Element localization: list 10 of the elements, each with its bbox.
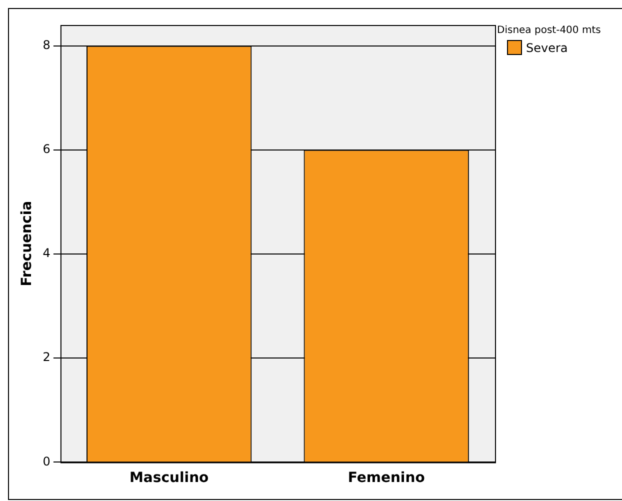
legend-title: Disnea post-400 mts: [497, 25, 601, 36]
y-tick-label: 6: [42, 142, 50, 156]
y-tick-label: 0: [42, 454, 50, 468]
x-tick-label: Femenino: [348, 470, 426, 486]
y-tick-label: 2: [42, 350, 50, 364]
y-axis-title: Frecuencia: [19, 200, 36, 286]
y-tick-label: 4: [42, 246, 50, 260]
y-tick-label: 8: [42, 38, 50, 52]
text: Severa: [526, 40, 568, 54]
x-tick-label: Masculino: [129, 470, 210, 486]
